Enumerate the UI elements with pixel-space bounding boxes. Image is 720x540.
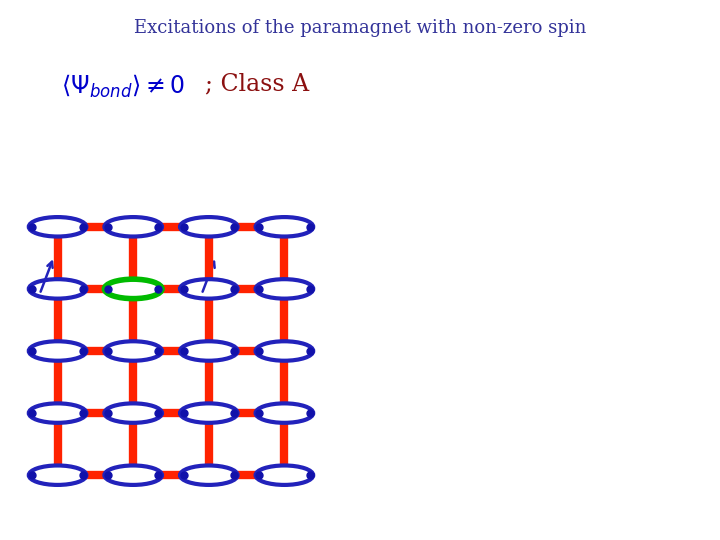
Text: ; Class A: ; Class A — [205, 73, 310, 96]
Text: Excitations of the paramagnet with non-zero spin: Excitations of the paramagnet with non-z… — [134, 19, 586, 37]
Text: $\langle \Psi_{bond} \rangle \neq 0$: $\langle \Psi_{bond} \rangle \neq 0$ — [61, 73, 185, 100]
